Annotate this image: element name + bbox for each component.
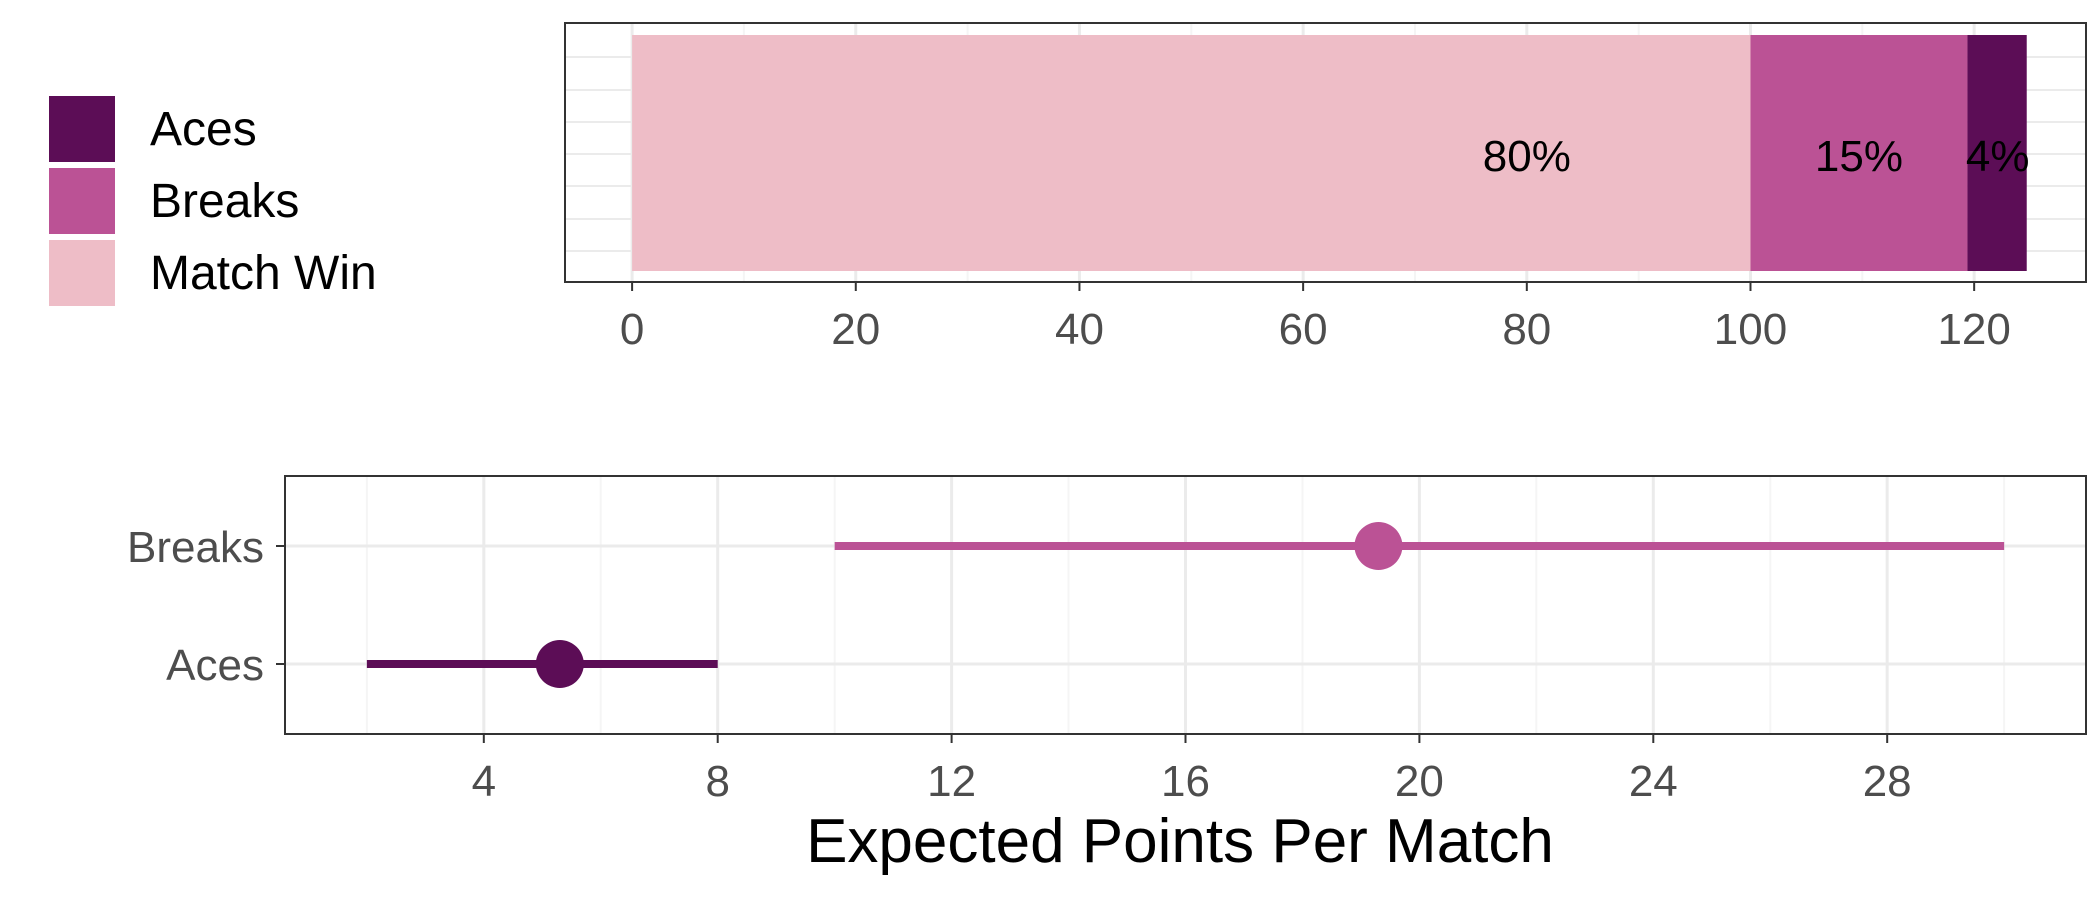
bar-data-label: 15% bbox=[1815, 132, 1903, 181]
y-tick-label: Aces bbox=[166, 641, 264, 690]
legend-label: Match Win bbox=[150, 247, 377, 300]
x-tick-label: 60 bbox=[1279, 305, 1328, 354]
bar-data-label: 80% bbox=[1483, 132, 1571, 181]
x-tick-label: 12 bbox=[927, 757, 976, 806]
legend-swatch bbox=[49, 240, 115, 306]
legend-label: Aces bbox=[150, 103, 257, 156]
stacked-bar-panel: 80% 15% 4% 0 20 40 60 80 100 120 bbox=[564, 22, 2087, 354]
legend-swatch bbox=[49, 96, 115, 162]
x-axis-title: Expected Points Per Match bbox=[806, 807, 1554, 876]
panel-border bbox=[564, 22, 2087, 283]
bar-data-label: 4% bbox=[1966, 132, 2030, 181]
x-tick-label: 24 bbox=[1629, 757, 1678, 806]
x-tick-label: 28 bbox=[1863, 757, 1912, 806]
point-range-panel: Aces Breaks 4 8 12 16 20 24 28 bbox=[127, 475, 2087, 806]
bar-segment-breaks bbox=[1750, 35, 1968, 271]
bar-segment-match-win bbox=[632, 35, 1751, 271]
x-tick-label: 20 bbox=[831, 305, 880, 354]
x-tick-label: 20 bbox=[1395, 757, 1444, 806]
legend-swatch bbox=[49, 168, 115, 234]
y-tick-label: Breaks bbox=[127, 523, 264, 572]
point-breaks bbox=[1354, 522, 1403, 570]
x-tick-label: 80 bbox=[1502, 305, 1551, 354]
x-tick-label: 120 bbox=[1937, 305, 2010, 354]
x-tick-label: 16 bbox=[1161, 757, 1210, 806]
bar-segment-aces bbox=[1967, 35, 2027, 271]
x-tick-label: 40 bbox=[1055, 305, 1104, 354]
point-aces bbox=[535, 640, 584, 688]
x-tick-label: 100 bbox=[1714, 305, 1787, 354]
legend-label: Breaks bbox=[150, 175, 299, 228]
x-tick-label: 0 bbox=[620, 305, 644, 354]
x-tick-label: 8 bbox=[705, 757, 729, 806]
legend: Aces Breaks Match Win bbox=[49, 96, 377, 306]
x-tick-label: 4 bbox=[472, 757, 496, 806]
